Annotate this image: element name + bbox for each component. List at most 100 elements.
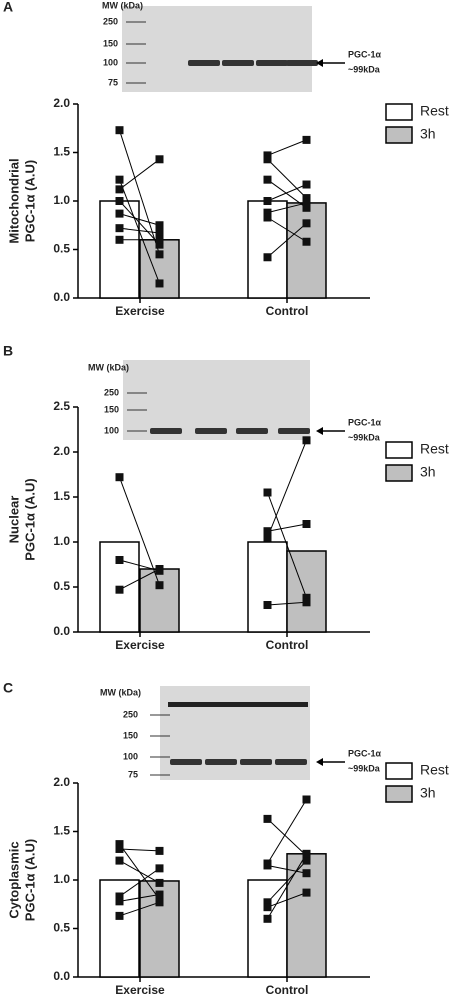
point [302, 849, 311, 858]
point [263, 208, 272, 217]
y-tick-label: 0.5 [53, 579, 70, 593]
point [263, 253, 272, 262]
point [155, 565, 164, 573]
y-tick-label: 0.5 [53, 242, 70, 256]
point [302, 795, 311, 804]
pair-line [119, 200, 160, 245]
y-axis-label: Mitochondrial [6, 158, 21, 243]
y-axis-label: Nuclear [6, 496, 21, 544]
x-tick-label: Exercise [115, 304, 165, 318]
panel-label: C [3, 680, 13, 696]
point [302, 194, 311, 203]
point [302, 180, 311, 189]
point [263, 197, 272, 205]
bar [286, 202, 327, 299]
blot-image [123, 360, 310, 440]
point [263, 861, 272, 870]
blot-mw: MW (kDa) [88, 362, 129, 372]
bar [247, 541, 288, 633]
point [302, 520, 311, 528]
legend-label: Rest [420, 441, 449, 457]
blot-marker: 250 [104, 387, 119, 397]
point [302, 237, 311, 246]
point [263, 175, 272, 184]
y-axis-label: PGC-1α (A.U) [22, 478, 37, 560]
point [155, 250, 164, 259]
blot-protein: PGC-1α [348, 49, 382, 59]
legend-swatch [385, 762, 413, 780]
pair-line [267, 158, 307, 199]
blot-band [205, 759, 237, 765]
pair-line [119, 894, 160, 902]
arrow-head [316, 758, 323, 766]
blot-marker: 100 [123, 751, 138, 761]
point [115, 856, 124, 865]
point [302, 219, 311, 228]
pair-line [119, 179, 160, 284]
pair-line [267, 892, 307, 908]
pair-line [267, 217, 307, 243]
legend-label: Rest [420, 762, 449, 778]
panel-label: A [3, 0, 13, 15]
point [155, 898, 164, 907]
point [302, 598, 311, 607]
point [263, 488, 272, 497]
point [263, 601, 272, 609]
bar [139, 568, 180, 633]
panel-label: B [3, 343, 13, 359]
blot-marker: 75 [108, 77, 118, 87]
blot-marker: 100 [104, 425, 119, 435]
blot-marker: 250 [103, 16, 118, 26]
blot-size: ~99kDa [348, 64, 381, 74]
point [302, 436, 311, 445]
x-tick-label: Control [266, 983, 309, 997]
y-tick-label: 0.0 [53, 624, 70, 638]
point [115, 556, 124, 564]
bar [286, 550, 327, 633]
point [263, 533, 272, 542]
y-tick-label: 2.5 [53, 399, 70, 413]
pair-line [267, 799, 307, 864]
pair-line [267, 860, 307, 903]
pair-line [267, 222, 307, 258]
blot-size: ~99kDa [348, 432, 381, 442]
x-tick-label: Exercise [115, 638, 165, 652]
blot-marker: 150 [103, 38, 118, 48]
point [115, 175, 124, 184]
blot-band [256, 60, 288, 66]
point [155, 846, 164, 855]
point [263, 898, 272, 907]
blot-band [168, 702, 308, 707]
y-tick-label: 0.5 [53, 921, 70, 935]
point [115, 897, 124, 906]
pair-line [119, 860, 160, 884]
point [115, 473, 124, 482]
y-tick-label: 2.0 [53, 96, 70, 110]
blot-marker: 150 [123, 730, 138, 740]
x-tick-label: Exercise [115, 983, 165, 997]
pair-line [267, 818, 307, 857]
pair-line [267, 853, 307, 920]
legend-label: 3h [420, 126, 436, 142]
y-tick-label: 0.0 [53, 969, 70, 983]
blot-size: ~99kDa [348, 763, 381, 773]
arrow-head [316, 427, 323, 435]
blot-band [286, 60, 318, 66]
legend-swatch [385, 785, 413, 803]
point [263, 155, 272, 164]
blot-marker: 100 [103, 57, 118, 67]
point [302, 203, 311, 212]
pair-line [267, 864, 307, 874]
pair-line [267, 440, 307, 538]
pair-line [119, 158, 160, 190]
x-tick-label: Control [266, 304, 309, 318]
legend-swatch [385, 464, 413, 482]
blot-marker: 250 [123, 709, 138, 719]
point [263, 814, 272, 823]
point [155, 221, 164, 230]
point [302, 869, 311, 878]
legend-label: 3h [420, 785, 436, 801]
blot-marker: 150 [104, 404, 119, 414]
point [115, 840, 124, 849]
blot-image [160, 686, 310, 780]
